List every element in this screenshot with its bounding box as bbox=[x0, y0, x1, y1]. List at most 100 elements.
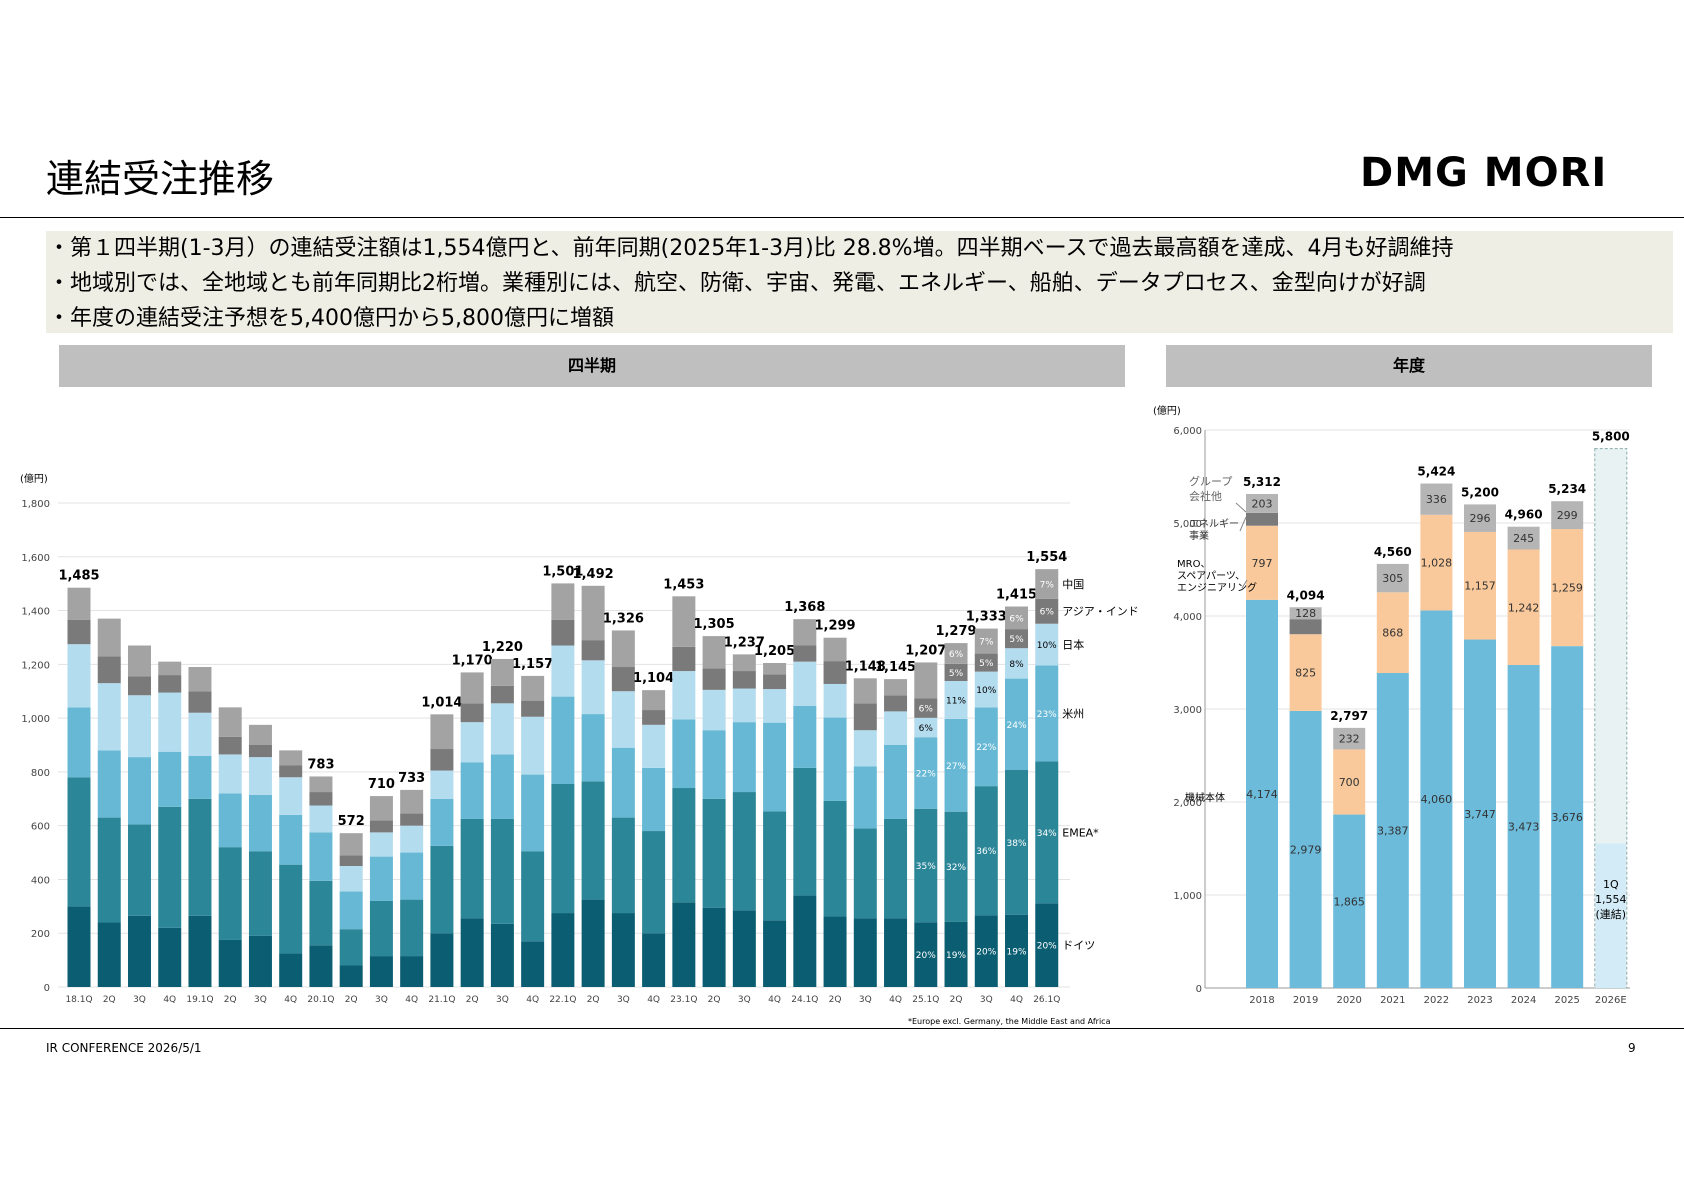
quarterly-bar-segment bbox=[188, 755, 212, 799]
quarterly-bar-segment bbox=[400, 899, 424, 957]
annual-bar-segment bbox=[1289, 619, 1322, 635]
quarterly-share-label: 36% bbox=[976, 847, 996, 857]
quarterly-bar-segment bbox=[581, 660, 605, 715]
quarterly-bar-segment bbox=[944, 663, 968, 682]
annual-bar-segment bbox=[1420, 514, 1453, 611]
quarterly-bar-segment bbox=[732, 671, 756, 689]
quarterly-legend-label: 日本 bbox=[1062, 638, 1084, 652]
quarterly-bar-segment bbox=[490, 923, 514, 987]
annual-bar-segment bbox=[1551, 529, 1584, 647]
quarterly-bar-segment bbox=[884, 918, 908, 987]
annual-leader-line bbox=[1239, 516, 1247, 532]
quarterly-bar-segment bbox=[793, 661, 817, 707]
quarterly-bar-segment bbox=[611, 817, 635, 914]
annual-segment-label: 825 bbox=[1295, 667, 1316, 680]
quarterly-share-label: 38% bbox=[1007, 839, 1027, 849]
quarterly-bar-segment bbox=[279, 864, 303, 954]
quarterly-bar-segment bbox=[702, 907, 726, 987]
quarterly-bar-segment bbox=[369, 796, 393, 821]
quarterly-bar-segment bbox=[309, 776, 333, 793]
annual-orders-chart: (億円) 0 1,000 2,000 3,000 4,000 5,000 6,000 2018 4… bbox=[1153, 404, 1630, 1006]
quarterly-bar-segment bbox=[369, 856, 393, 901]
quarterly-bar-segment bbox=[67, 587, 91, 620]
quarterly-x-tick: 2Q bbox=[103, 995, 116, 1005]
quarterly-share-label: 27% bbox=[946, 762, 966, 772]
quarterly-bar-segment bbox=[884, 818, 908, 919]
quarterly-x-tick: 4Q bbox=[526, 995, 539, 1005]
quarterly-bar-segment bbox=[944, 718, 968, 812]
quarterly-legend-label: ドイツ bbox=[1062, 939, 1095, 952]
quarterly-y-tick: 0 bbox=[44, 983, 50, 994]
quarterly-bar-segment bbox=[1005, 606, 1029, 630]
quarterly-bar-segment bbox=[884, 695, 908, 712]
annual-segment-label: 1,259 bbox=[1551, 582, 1583, 595]
annual-bar-segment bbox=[1464, 531, 1496, 640]
quarterly-bar-segment bbox=[521, 941, 545, 987]
quarterly-x-tick: 18.1Q bbox=[65, 995, 92, 1005]
annual-bar-segment bbox=[1376, 673, 1409, 988]
quarterly-bar-segment bbox=[490, 685, 514, 704]
quarterly-bar-segment bbox=[1005, 678, 1029, 771]
annual-x-tick: 2018 bbox=[1249, 995, 1274, 1006]
quarterly-bar-segment bbox=[67, 906, 91, 987]
quarterly-total-label: 783 bbox=[307, 757, 334, 772]
quarterly-bar-segment bbox=[248, 935, 272, 987]
quarterly-bar-segment bbox=[1005, 629, 1029, 649]
quarterly-bar-segment bbox=[823, 683, 847, 718]
annual-bar-segment bbox=[1333, 749, 1366, 815]
annual-y-tick: 2,000 bbox=[1173, 798, 1202, 809]
quarterly-bar-segment bbox=[218, 847, 242, 940]
annual-segment-label: 1,242 bbox=[1508, 601, 1540, 614]
quarterly-legend-label: 米州 bbox=[1062, 707, 1084, 720]
quarterly-bar-segment bbox=[369, 820, 393, 833]
quarterly-bar-segment bbox=[369, 956, 393, 987]
quarterly-bar-segment bbox=[460, 918, 484, 987]
annual-x-tick: 2020 bbox=[1336, 995, 1361, 1006]
annual-bar-segment bbox=[1333, 814, 1366, 988]
quarterly-bar-segment bbox=[158, 692, 182, 752]
quarterly-share-label: 5% bbox=[1009, 635, 1024, 645]
quarterly-bar-segment bbox=[974, 653, 998, 672]
quarterly-share-label: 24% bbox=[1007, 721, 1027, 731]
quarterly-share-label: 19% bbox=[946, 951, 966, 961]
annual-forecast-1q-label: 1Q bbox=[1603, 878, 1619, 891]
quarterly-total-label: 1,299 bbox=[814, 619, 855, 634]
bullet-2: ・地域別では、全地域とも前年同期比2桁増。業種別には、航空、防衛、宇宙、発電、エ… bbox=[48, 271, 1426, 296]
quarterly-bar-segment bbox=[672, 719, 696, 789]
quarterly-share-label: 7% bbox=[979, 638, 994, 648]
quarterly-bar-segment bbox=[97, 750, 121, 818]
quarterly-bar-segment bbox=[430, 845, 454, 934]
quarterly-bar-segment bbox=[279, 765, 303, 778]
quarterly-bar-segment bbox=[672, 596, 696, 647]
annual-segment-label: 868 bbox=[1382, 627, 1403, 640]
annual-segment-label: 700 bbox=[1339, 776, 1360, 789]
quarterly-y-tick: 1,600 bbox=[21, 553, 50, 564]
annual-series-label-mro: エンジニアリング bbox=[1177, 581, 1257, 594]
quarterly-bar-segment bbox=[339, 833, 363, 856]
quarterly-total-label: 1,305 bbox=[694, 617, 735, 632]
quarterly-bar-segment bbox=[248, 794, 272, 852]
quarterly-bar-segment bbox=[188, 798, 212, 916]
quarterly-bar-segment bbox=[823, 916, 847, 987]
quarterly-bar-segment bbox=[279, 777, 303, 815]
quarterly-bar-segment bbox=[944, 921, 968, 987]
quarterly-bar-segment bbox=[400, 825, 424, 853]
annual-forecast-1q-bar bbox=[1595, 843, 1626, 988]
quarterly-bar-segment bbox=[642, 724, 666, 768]
quarterly-bar-segment bbox=[339, 965, 363, 987]
quarterly-bar-segment bbox=[974, 707, 998, 787]
quarterly-bar-segment bbox=[188, 712, 212, 756]
quarterly-bar-segment bbox=[490, 658, 514, 686]
annual-segment-label: 245 bbox=[1513, 532, 1534, 545]
quarterly-bar-segment bbox=[672, 788, 696, 903]
annual-segment-label: 3,747 bbox=[1464, 808, 1496, 821]
quarterly-bar-segment bbox=[974, 671, 998, 708]
annual-bar-segment bbox=[1376, 563, 1409, 593]
annual-segment-label: 128 bbox=[1295, 607, 1316, 620]
quarterly-bar-segment bbox=[581, 714, 605, 782]
annual-bar-segment bbox=[1420, 610, 1453, 988]
quarterly-bar-segment bbox=[218, 754, 242, 794]
quarterly-bar-segment bbox=[97, 817, 121, 923]
quarterly-share-label: 20% bbox=[916, 951, 936, 961]
quarterly-bar-segment bbox=[732, 792, 756, 911]
